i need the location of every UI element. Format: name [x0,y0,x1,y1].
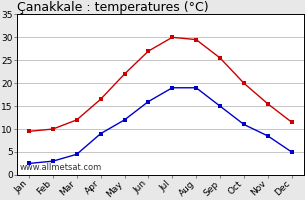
Text: www.allmetsat.com: www.allmetsat.com [20,163,102,172]
Text: Çanakkale : temperatures (°C): Çanakkale : temperatures (°C) [17,1,209,14]
